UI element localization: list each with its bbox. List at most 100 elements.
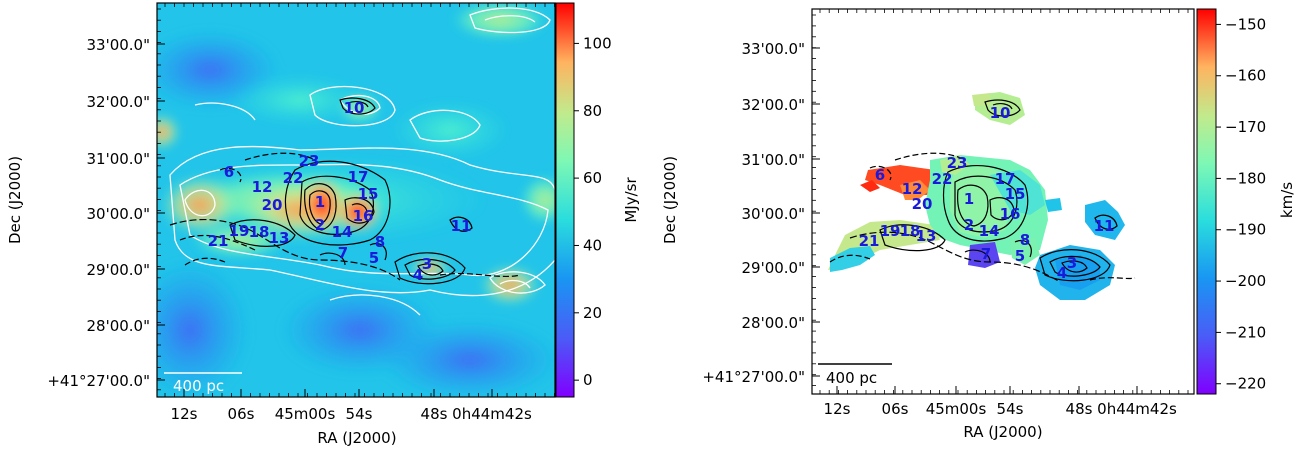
right-source-label: 16 bbox=[1000, 205, 1021, 223]
left-dec-tick-label: 29'00.0" bbox=[86, 261, 150, 279]
right-source-label: 15 bbox=[1005, 185, 1026, 203]
right-source-label: 4 bbox=[1057, 264, 1067, 282]
left-source-label: 1 bbox=[315, 193, 325, 211]
left-dec-tick-label: 31'00.0" bbox=[86, 150, 150, 168]
right-dec-tick-label: 31'00.0" bbox=[741, 151, 805, 169]
left-source-label: 6 bbox=[224, 163, 234, 181]
left-ra-tick-label: 45m00s bbox=[275, 405, 336, 423]
colorbar-tick-label: 40 bbox=[583, 236, 602, 254]
right-dec-tick-label: 33'00.0" bbox=[741, 40, 805, 58]
colorbar-tick-label: −200 bbox=[1225, 272, 1266, 290]
left-ra-tick-label: 06s bbox=[228, 405, 255, 423]
left-source-label: 14 bbox=[332, 223, 353, 241]
left-intensity-map: 1 2 3 4 5 6 7 8 10 11 12 13 14 15 16 17 … bbox=[157, 3, 555, 397]
left-ra-tick-label: 48s bbox=[421, 405, 448, 423]
left-scale-bar: 400 pc bbox=[164, 372, 242, 395]
right-source-label: 10 bbox=[990, 104, 1011, 122]
right-source-label: 22 bbox=[932, 170, 953, 188]
right-scale-bar: 400 pc bbox=[818, 363, 892, 387]
right-y-axis-title: Dec (J2000) bbox=[661, 156, 679, 244]
right-dec-tick-label: 28'00.0" bbox=[741, 314, 805, 332]
right-scale-bar-label: 400 pc bbox=[826, 369, 877, 387]
left-colorbar-ticks: 100 80 60 40 20 0 bbox=[574, 34, 612, 389]
right-colorbar-title: km/s bbox=[1278, 182, 1296, 218]
left-ra-tick-label: 12s bbox=[171, 405, 198, 423]
left-dec-tick-label: 32'00.0" bbox=[86, 93, 150, 111]
right-ra-tick-label: 12s bbox=[824, 400, 851, 418]
left-source-label: 2 bbox=[315, 216, 325, 234]
left-source-label: 8 bbox=[375, 233, 385, 251]
right-source-label: 5 bbox=[1015, 247, 1025, 265]
right-ra-tick-label: 45m00s bbox=[926, 400, 987, 418]
right-source-label: 11 bbox=[1094, 217, 1115, 235]
left-source-label: 16 bbox=[353, 207, 374, 225]
colorbar-tick-label: 80 bbox=[583, 102, 602, 120]
left-dec-tick-label: +41°27'00.0" bbox=[47, 372, 150, 390]
right-velocity-map: 1 2 3 4 5 6 7 8 10 11 12 13 14 15 16 17 … bbox=[812, 9, 1194, 394]
left-source-label: 11 bbox=[451, 217, 472, 235]
left-source-label: 12 bbox=[252, 178, 273, 196]
colorbar-tick-label: −170 bbox=[1225, 118, 1266, 136]
left-source-label: 18 bbox=[249, 223, 270, 241]
right-source-label: 21 bbox=[859, 232, 880, 250]
right-source-label: 3 bbox=[1067, 254, 1077, 272]
left-source-label: 23 bbox=[299, 152, 320, 170]
colorbar-tick-label: 60 bbox=[583, 169, 602, 187]
right-ra-tick-label: 48s bbox=[1066, 400, 1093, 418]
colorbar-tick-label: −180 bbox=[1225, 169, 1266, 187]
colorbar-tick-label: −190 bbox=[1225, 221, 1266, 239]
right-panel: 1 2 3 4 5 6 7 8 10 11 12 13 14 15 16 17 … bbox=[661, 8, 1296, 441]
left-source-label: 10 bbox=[344, 99, 365, 117]
left-dec-tick-label: 30'00.0" bbox=[86, 205, 150, 223]
left-source-label: 19 bbox=[229, 222, 250, 240]
left-ra-tick-labels: 12s 06s 45m00s 54s 48s 0h44m42s bbox=[171, 405, 532, 423]
right-source-label: 18 bbox=[900, 222, 921, 240]
left-y-axis-title: Dec (J2000) bbox=[6, 156, 24, 244]
colorbar-tick-label: 0 bbox=[583, 371, 593, 389]
right-source-label: 8 bbox=[1020, 231, 1030, 249]
right-source-label: 17 bbox=[995, 170, 1016, 188]
left-colorbar: 100 80 60 40 20 0 MJy/sr bbox=[555, 2, 640, 398]
right-ra-tick-label: 0h44m42s bbox=[1097, 400, 1177, 418]
right-source-label: 6 bbox=[875, 166, 885, 184]
right-colorbar-gradient bbox=[1196, 8, 1217, 395]
right-black-contours bbox=[829, 99, 1136, 283]
left-source-label: 4 bbox=[413, 266, 423, 284]
colorbar-tick-label: −150 bbox=[1225, 15, 1266, 33]
left-colorbar-title: MJy/sr bbox=[622, 177, 640, 223]
colorbar-tick-label: 20 bbox=[583, 304, 602, 322]
colorbar-tick-label: 100 bbox=[583, 34, 612, 52]
left-panel: 1 2 3 4 5 6 7 8 10 11 12 13 14 15 16 17 … bbox=[6, 2, 640, 447]
right-source-label: 20 bbox=[912, 195, 933, 213]
left-source-label: 3 bbox=[422, 255, 432, 273]
right-source-label: 14 bbox=[979, 222, 1000, 240]
left-ra-tick-label: 0h44m42s bbox=[452, 405, 532, 423]
left-dec-tick-labels: 33'00.0" 32'00.0" 31'00.0" 30'00.0" 29'0… bbox=[47, 36, 150, 390]
right-minor-ticks bbox=[812, 9, 1189, 394]
left-x-axis-title: RA (J2000) bbox=[317, 429, 396, 447]
left-source-label: 5 bbox=[369, 249, 379, 267]
left-colorbar-gradient bbox=[555, 2, 575, 398]
left-source-label: 20 bbox=[262, 196, 283, 214]
left-source-labels: 1 2 3 4 5 6 7 8 10 11 12 13 14 15 16 17 … bbox=[208, 99, 472, 284]
right-colorbar-ticks: −150 −160 −170 −180 −190 −200 −210 −220 bbox=[1216, 15, 1266, 393]
left-source-label: 22 bbox=[283, 169, 304, 187]
left-white-contours bbox=[169, 7, 555, 316]
right-source-label: 7 bbox=[981, 245, 991, 263]
right-source-labels: 1 2 3 4 5 6 7 8 10 11 12 13 14 15 16 17 … bbox=[859, 104, 1115, 282]
right-ra-tick-labels: 12s 06s 45m00s 54s 48s 0h44m42s bbox=[824, 400, 1177, 418]
right-x-axis-title: RA (J2000) bbox=[963, 423, 1042, 441]
left-black-contours bbox=[169, 97, 521, 285]
right-dec-tick-label: 32'00.0" bbox=[741, 96, 805, 114]
right-dec-tick-label: +41°27'00.0" bbox=[702, 368, 805, 386]
colorbar-tick-label: −220 bbox=[1225, 375, 1266, 393]
left-plot-frame bbox=[156, 2, 556, 398]
colorbar-tick-label: −160 bbox=[1225, 67, 1266, 85]
left-ra-tick-label: 54s bbox=[346, 405, 373, 423]
right-dec-tick-label: 29'00.0" bbox=[741, 259, 805, 277]
colorbar-tick-label: −210 bbox=[1225, 323, 1266, 341]
right-ra-tick-label: 54s bbox=[997, 400, 1024, 418]
left-minor-ticks bbox=[157, 3, 555, 397]
left-source-label: 13 bbox=[269, 229, 290, 247]
